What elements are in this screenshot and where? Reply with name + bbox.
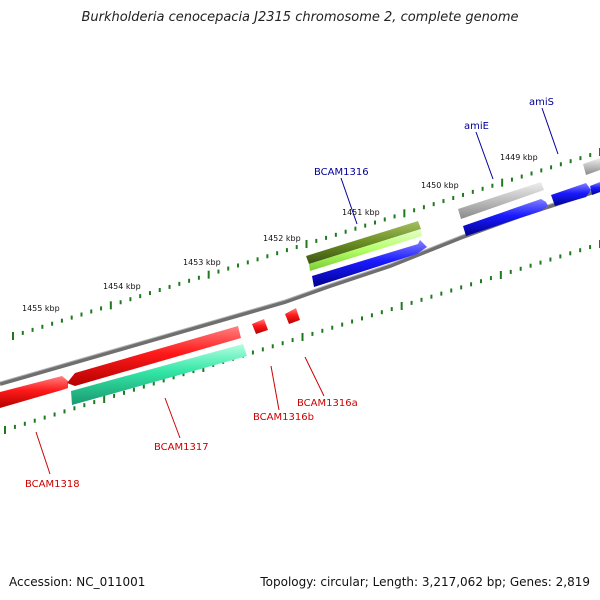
gene-BCAM1316-olive[interactable] — [306, 221, 422, 271]
kbp-label-1452: 1452 kbp — [263, 234, 301, 243]
gene-BCAM1316b[interactable] — [252, 319, 268, 334]
label-leaders — [35, 107, 559, 475]
gene-BCAM1316-blue[interactable] — [312, 240, 427, 287]
gene-labels: amiS amiE BCAM1316 BCAM1316a BCAM1316b B… — [25, 97, 554, 490]
kbp-label-1453: 1453 kbp — [183, 258, 221, 267]
gene-amiS[interactable] — [551, 158, 600, 206]
gene-label-amiS[interactable]: amiS — [529, 97, 554, 108]
topology-summary-text: Topology: circular; Length: 3,217,062 bp… — [260, 575, 590, 589]
gene-label-BCAM1318[interactable]: BCAM1318 — [25, 479, 80, 490]
kbp-labels: 1455 kbp 1454 kbp 1453 kbp 1452 kbp 1451… — [22, 153, 538, 313]
gene-BCAM1317[interactable] — [67, 326, 247, 405]
gene-label-BCAM1316[interactable]: BCAM1316 — [314, 167, 369, 178]
gene-label-amiE[interactable]: amiE — [464, 121, 489, 132]
kbp-label-1450: 1450 kbp — [421, 181, 459, 190]
gene-amiE[interactable] — [458, 182, 548, 236]
kbp-label-1451: 1451 kbp — [342, 208, 380, 217]
kbp-label-1455: 1455 kbp — [22, 304, 60, 313]
gene-label-BCAM1316a[interactable]: BCAM1316a — [297, 398, 358, 409]
gene-BCAM1318[interactable] — [0, 376, 68, 408]
accession-text: Accession: NC_011001 — [9, 575, 146, 589]
gene-BCAM1316a[interactable] — [285, 308, 300, 324]
kbp-label-1449: 1449 kbp — [500, 153, 538, 162]
outer-tick-track — [12, 148, 600, 340]
gene-label-BCAM1317[interactable]: BCAM1317 — [154, 442, 209, 453]
map-title: Burkholderia cenocepacia J2315 chromosom… — [81, 10, 519, 25]
kbp-label-1454: 1454 kbp — [103, 282, 141, 291]
gene-label-BCAM1316b[interactable]: BCAM1316b — [253, 412, 314, 423]
